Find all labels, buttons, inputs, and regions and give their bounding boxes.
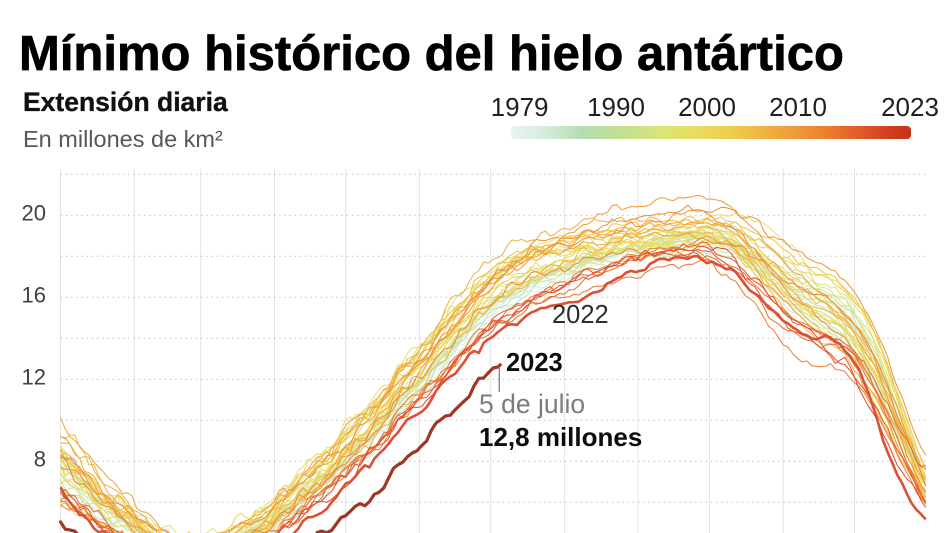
- svg-text:8: 8: [34, 446, 46, 471]
- svg-text:1979: 1979: [491, 92, 549, 122]
- svg-text:20: 20: [22, 200, 46, 225]
- svg-text:16: 16: [22, 282, 46, 307]
- svg-text:En millones de km²: En millones de km²: [23, 126, 223, 152]
- svg-text:Extensión diaria: Extensión diaria: [23, 87, 228, 117]
- svg-text:2000: 2000: [678, 92, 736, 122]
- svg-text:Mínimo histórico del hielo ant: Mínimo histórico del hielo antártico: [19, 27, 844, 81]
- svg-text:2023: 2023: [506, 349, 563, 377]
- svg-text:5 de julio: 5 de julio: [479, 389, 585, 419]
- svg-text:12: 12: [22, 364, 46, 389]
- svg-text:2010: 2010: [769, 92, 827, 122]
- svg-text:12,8 millones: 12,8 millones: [479, 422, 642, 452]
- svg-text:2022: 2022: [552, 301, 609, 329]
- svg-text:2023: 2023: [881, 92, 939, 122]
- svg-text:1990: 1990: [587, 92, 645, 122]
